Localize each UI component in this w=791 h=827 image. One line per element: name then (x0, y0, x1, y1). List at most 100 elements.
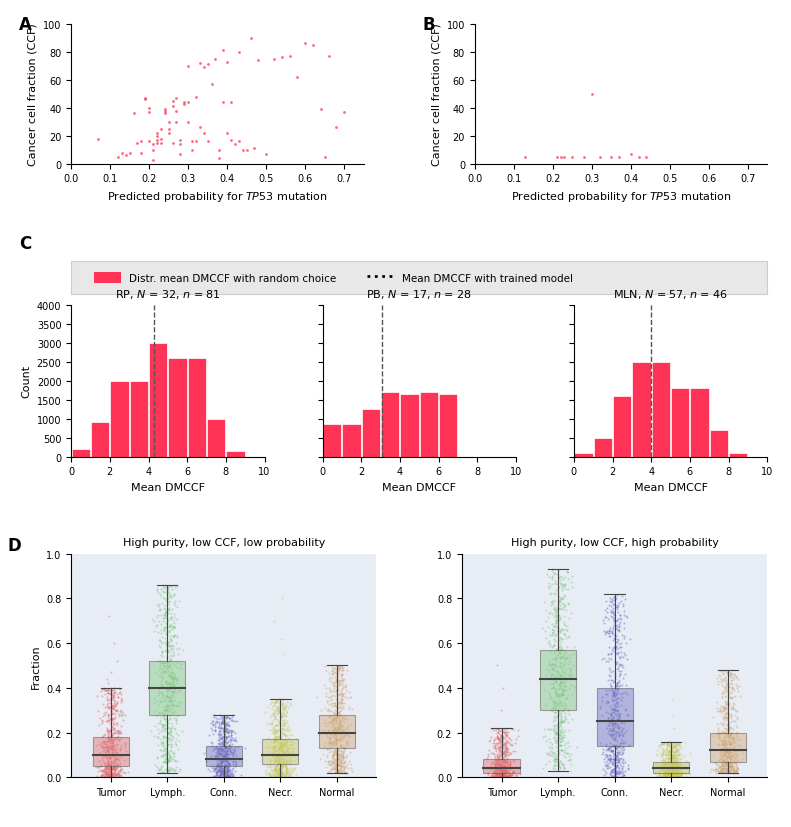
Point (153, 733, 166, 746)
Point (660, 767, 673, 781)
Point (218, 717, 230, 730)
Point (109, 768, 122, 782)
Point (171, 754, 184, 767)
Point (328, 677, 341, 691)
Point (486, 741, 499, 754)
Point (216, 715, 229, 729)
Point (661, 767, 674, 780)
Point (329, 734, 342, 748)
Point (501, 767, 514, 780)
Point (604, 679, 617, 692)
Point (96, 768, 108, 782)
Point (551, 648, 564, 662)
Point (271, 729, 283, 743)
Point (210, 758, 223, 772)
Point (209, 762, 221, 775)
Point (149, 705, 162, 718)
Point (339, 681, 352, 694)
Point (611, 710, 623, 723)
Point (221, 764, 234, 777)
Point (713, 739, 725, 752)
Point (554, 733, 567, 746)
Point (216, 767, 229, 781)
Point (606, 744, 619, 758)
Point (564, 764, 577, 777)
Point (161, 753, 174, 766)
Point (503, 754, 516, 767)
Point (168, 673, 180, 686)
Point (278, 716, 291, 729)
Point (498, 766, 510, 779)
Point (275, 743, 288, 757)
Point (604, 702, 617, 715)
Point (165, 733, 178, 746)
Point (105, 741, 118, 754)
Point (274, 749, 287, 762)
Point (717, 715, 729, 729)
Point (271, 758, 284, 771)
Point (323, 731, 335, 744)
Point (618, 617, 630, 630)
Point (275, 721, 288, 734)
Point (223, 758, 236, 771)
Point (269, 704, 282, 717)
Point (212, 736, 225, 749)
Point (157, 700, 170, 714)
Point (327, 722, 339, 735)
Point (221, 56, 233, 69)
Point (660, 738, 673, 751)
Point (671, 745, 683, 758)
Point (606, 692, 619, 705)
Point (281, 742, 293, 755)
Point (501, 748, 514, 762)
Point (164, 754, 176, 767)
Point (218, 740, 231, 753)
Point (221, 762, 233, 776)
Point (565, 748, 577, 761)
Point (334, 758, 346, 772)
Point (548, 694, 561, 707)
Point (495, 767, 508, 781)
Point (106, 733, 119, 746)
Point (270, 743, 282, 757)
Point (600, 654, 612, 667)
Point (176, 724, 188, 738)
Point (165, 762, 177, 775)
Point (111, 769, 123, 782)
Point (152, 699, 165, 712)
Point (162, 603, 175, 616)
Point (491, 765, 504, 778)
Point (713, 753, 725, 767)
Point (549, 699, 562, 712)
Point (271, 702, 283, 715)
Point (721, 762, 734, 776)
Point (495, 745, 508, 758)
Point (229, 715, 241, 729)
Point (221, 715, 234, 729)
Point (277, 742, 290, 755)
Point (99, 684, 112, 697)
Point (104, 700, 116, 714)
Point (265, 709, 278, 722)
Point (107, 692, 119, 705)
Point (336, 674, 349, 687)
Point (493, 733, 505, 746)
Point (148, 614, 161, 628)
Point (537, 723, 550, 736)
Point (327, 662, 339, 676)
Point (111, 727, 123, 740)
Point (330, 669, 343, 682)
Point (651, 748, 664, 762)
Point (154, 590, 167, 603)
Point (224, 733, 237, 746)
Point (554, 735, 567, 748)
Point (330, 765, 343, 778)
Point (550, 617, 562, 630)
Point (275, 722, 288, 735)
Point (157, 657, 170, 670)
Point (491, 737, 504, 750)
Point (108, 686, 121, 700)
Point (97, 749, 109, 762)
Point (334, 756, 346, 769)
Point (607, 765, 619, 778)
